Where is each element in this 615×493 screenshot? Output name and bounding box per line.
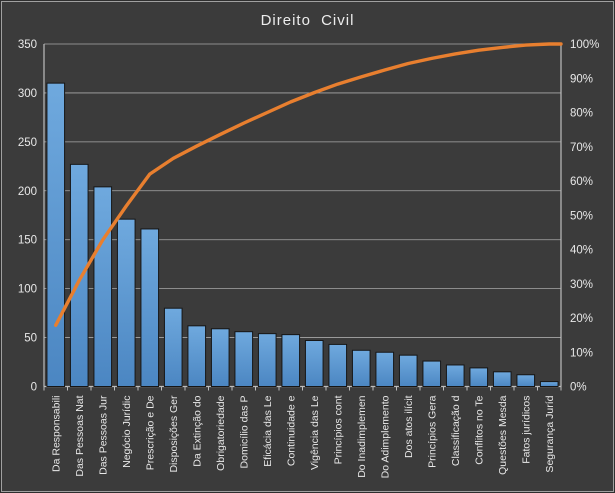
left-axis-tick-label: 350 [18, 39, 37, 51]
bar [398, 354, 418, 387]
left-axis-tick-label: 150 [18, 235, 37, 247]
right-axis-tick-label: 90% [570, 73, 593, 85]
bar [69, 163, 89, 387]
bar [375, 351, 395, 387]
category-label: Obrigatoriedade [215, 395, 227, 470]
category-label: Segurança Juríd [544, 395, 556, 472]
bar [281, 334, 301, 387]
category-label: Classificação d [450, 395, 462, 466]
right-axis-tick-label: 0% [570, 382, 587, 394]
bar [210, 328, 230, 387]
bar [304, 340, 324, 387]
left-axis-tick-label: 300 [18, 88, 37, 100]
category-label: Das Pessoas Jur [97, 395, 109, 475]
left-axis-tick-label: 50 [24, 333, 37, 345]
bar [163, 307, 183, 388]
category-label: Prescrição e De [144, 395, 156, 470]
bar [116, 218, 136, 387]
category-label: Das Pessoas Nat [74, 395, 86, 476]
bar [539, 381, 559, 388]
category-label: Eficácia das Le [262, 395, 274, 466]
category-label: Princípios Gera [426, 395, 438, 468]
left-axis-tick-label: 250 [18, 137, 37, 149]
category-label: Do Inadimplemen [356, 395, 368, 477]
category-label: Vigência das Le [309, 395, 321, 470]
category-label: Dos atos ilícit [403, 395, 415, 458]
category-label: Fatos jurídicos [520, 396, 532, 464]
left-axis-tick-label: 100 [18, 284, 37, 296]
bar [422, 360, 442, 387]
category-label: Princípios cont [332, 395, 344, 464]
bar [469, 367, 489, 387]
right-axis-tick-label: 80% [570, 108, 593, 120]
bar [140, 228, 160, 387]
bar [351, 349, 371, 387]
right-axis-tick-label: 70% [570, 142, 593, 154]
bar [328, 343, 348, 387]
category-label: Continuidade e [285, 395, 297, 466]
bar [257, 333, 277, 387]
right-axis-tick-label: 10% [570, 347, 593, 359]
cumulative-line [54, 42, 563, 327]
chart-title: Direito Civil [260, 12, 355, 29]
category-label: Disposições Ger [168, 395, 180, 473]
bar [492, 371, 512, 388]
category-label: Da Responsabili [50, 396, 62, 472]
right-axis-tick-label: 20% [570, 313, 593, 325]
right-axis-tick-label: 60% [570, 176, 593, 188]
bar [93, 186, 113, 387]
bar [187, 325, 207, 388]
left-axis-tick-label: 0 [31, 382, 37, 394]
category-label: Do Adimplemento [379, 395, 391, 478]
bar [46, 82, 66, 388]
category-label: Conflitos no Te [473, 395, 485, 464]
bar [234, 331, 254, 388]
right-axis-tick-label: 40% [570, 245, 593, 257]
category-label: Da Extinção do [191, 395, 203, 466]
right-axis-tick-label: 50% [570, 210, 593, 222]
category-label: Domicílio das P [238, 396, 250, 469]
category-label: Negócio Jurídic [121, 396, 133, 468]
category-label: Questões Mesda [497, 395, 509, 475]
left-axis-tick-label: 200 [18, 186, 37, 198]
bar [516, 374, 536, 387]
right-axis-tick-label: 100% [570, 39, 599, 51]
bar [445, 364, 465, 388]
right-axis-tick-label: 30% [570, 279, 593, 291]
